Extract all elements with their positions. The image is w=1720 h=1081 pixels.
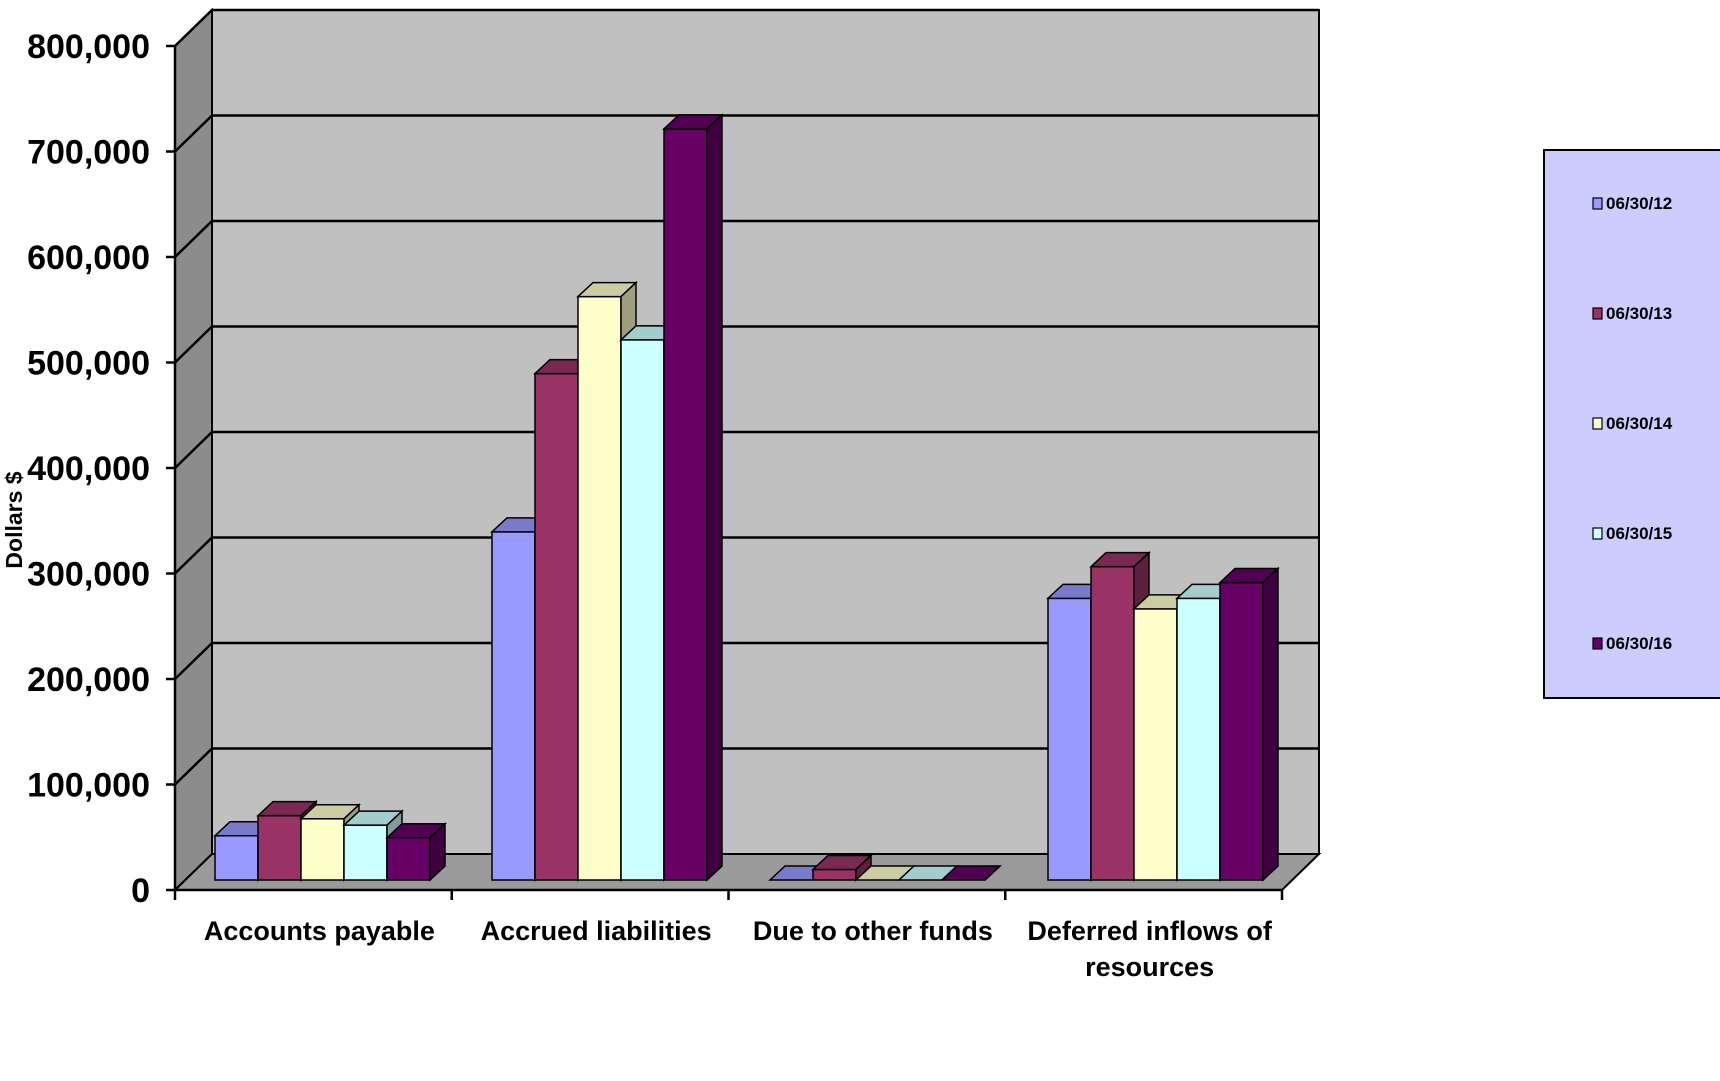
bar-side	[429, 822, 446, 882]
bar-side	[706, 113, 723, 882]
bar-front	[1176, 597, 1221, 881]
gridline	[174, 325, 1319, 364]
legend-label: 06/30/16	[1606, 634, 1672, 653]
legend-swatch	[1592, 637, 1603, 650]
x-axis-categories: Accounts payable Accrued liabilities Due t…	[204, 916, 1273, 982]
bar-side	[984, 865, 1001, 881]
bars	[213, 113, 1280, 882]
bar-front	[663, 128, 708, 881]
y-axis-label: Dollars $	[1, 471, 27, 568]
bar-front	[1090, 565, 1135, 881]
y-tick-label: 100,000	[27, 767, 150, 805]
legend-swatch	[1592, 417, 1603, 430]
bar-front	[386, 837, 431, 881]
gridline	[174, 219, 1319, 258]
y-tick-label: 500,000	[27, 345, 150, 383]
legend-label: 06/30/12	[1606, 194, 1672, 213]
bar-front	[257, 814, 302, 881]
y-tick-label: 800,000	[27, 28, 150, 66]
bar-front	[577, 295, 622, 881]
legend: 06/30/12 06/30/13 06/30/14 06/30/15 06/30/16	[1543, 149, 1720, 699]
bar-front	[214, 834, 259, 881]
y-tick-label: 0	[131, 872, 150, 910]
bar-front	[534, 372, 579, 881]
legend-swatch	[1592, 527, 1603, 540]
gridline	[174, 8, 1319, 47]
bar	[811, 853, 873, 882]
gridline	[174, 641, 1319, 680]
y-tick-label: 400,000	[27, 450, 150, 488]
gridline	[174, 430, 1319, 469]
legend-box	[1543, 149, 1720, 699]
bar-front	[1133, 608, 1178, 881]
legend-label: 06/30/13	[1606, 304, 1672, 323]
bar-front	[620, 339, 665, 881]
bar	[385, 822, 447, 882]
bar-front	[300, 818, 345, 881]
legend-swatch	[1592, 307, 1603, 320]
x-category-label: Accrued liabilities	[481, 916, 712, 946]
bar-front	[812, 868, 857, 881]
x-category-label: Deferred inflows of resources	[1027, 916, 1273, 982]
legend-label: 06/30/14	[1606, 414, 1673, 433]
gridline	[174, 114, 1319, 153]
y-tick-label: 600,000	[27, 239, 150, 277]
legend-label: 06/30/15	[1606, 524, 1672, 543]
y-tick-label: 700,000	[27, 134, 150, 172]
y-axis-ticks: 0 100,000 200,000 300,000 400,000 500,000 600,…	[27, 28, 175, 910]
gridline	[174, 536, 1319, 575]
legend-swatch	[1592, 197, 1603, 210]
bar-front	[491, 531, 536, 881]
x-category-label: Accounts payable	[204, 916, 435, 946]
bar-front	[1047, 597, 1092, 881]
bar	[940, 865, 1002, 881]
x-category-label: Due to other funds	[753, 916, 993, 946]
y-tick-label: 300,000	[27, 556, 150, 594]
bar-front	[1219, 581, 1264, 881]
gridline	[174, 747, 1319, 786]
bar-side	[1262, 566, 1279, 882]
bar	[662, 113, 724, 882]
gridlines	[174, 8, 1319, 786]
y-tick-label: 200,000	[27, 661, 150, 699]
bar-front	[343, 824, 388, 881]
bar	[1218, 566, 1280, 882]
